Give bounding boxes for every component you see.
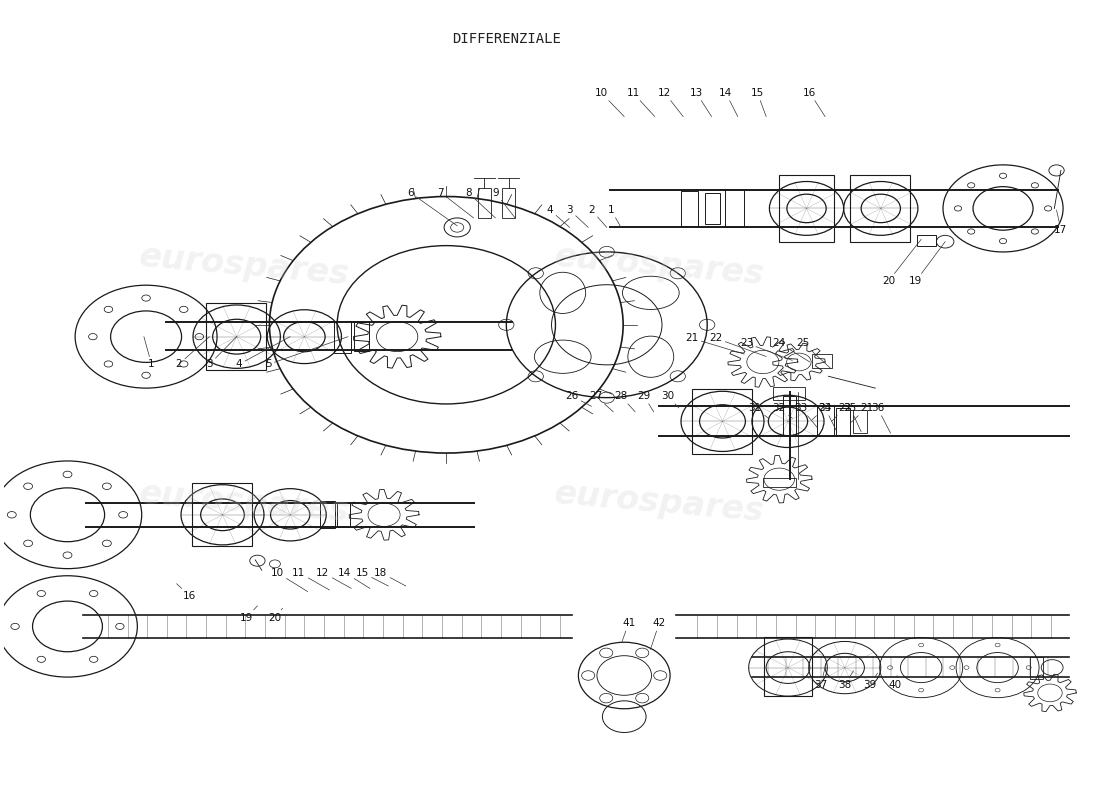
Bar	[836, 408, 850, 435]
Text: 9: 9	[492, 187, 515, 218]
Bar	[502, 188, 515, 218]
Bar	[681, 191, 698, 226]
Text: 28: 28	[614, 391, 635, 412]
Text: 11: 11	[626, 88, 654, 117]
Text: 39: 39	[864, 673, 878, 690]
Text: 1: 1	[608, 205, 622, 227]
Text: 14: 14	[338, 567, 370, 589]
Text: 12: 12	[317, 567, 351, 589]
Text: 20: 20	[268, 608, 283, 622]
Text: 10: 10	[271, 567, 308, 591]
Text: 7: 7	[438, 187, 474, 218]
Text: 17: 17	[1054, 210, 1067, 234]
Text: 6: 6	[407, 187, 458, 226]
Text: 31: 31	[749, 403, 768, 418]
Bar	[772, 387, 805, 400]
Text: DIFFERENZIALE: DIFFERENZIALE	[452, 32, 561, 46]
Text: 15: 15	[355, 567, 388, 586]
Bar	[763, 478, 795, 487]
Bar	[705, 193, 720, 224]
Text: 1: 1	[144, 337, 155, 370]
Text: 3: 3	[566, 205, 588, 227]
Bar	[477, 188, 491, 218]
Bar	[916, 235, 936, 246]
Text: 18: 18	[374, 567, 406, 586]
Text: 29: 29	[637, 391, 653, 412]
Text: 19: 19	[240, 606, 257, 622]
Bar	[779, 175, 834, 242]
Bar	[692, 389, 752, 454]
Text: 20: 20	[882, 239, 921, 286]
Bar	[320, 502, 334, 528]
Text: 38: 38	[838, 670, 854, 690]
Text: eurospares: eurospares	[552, 478, 766, 529]
Bar	[812, 354, 832, 368]
Text: 2: 2	[176, 337, 209, 370]
Bar	[725, 190, 745, 227]
Text: 2: 2	[588, 205, 607, 227]
Text: 3: 3	[206, 337, 236, 370]
Bar	[337, 503, 350, 526]
Text: 13: 13	[690, 88, 712, 117]
Text: 11: 11	[293, 567, 330, 590]
Text: 23: 23	[740, 338, 792, 361]
Text: eurospares: eurospares	[138, 478, 351, 529]
Text: 5: 5	[265, 337, 348, 370]
Bar	[764, 638, 812, 696]
Text: 4: 4	[235, 337, 290, 370]
Text: 21: 21	[685, 334, 745, 354]
Bar	[1031, 657, 1044, 678]
Text: 4: 4	[547, 205, 570, 227]
Bar	[850, 175, 911, 242]
Text: 26: 26	[565, 391, 592, 406]
Text: 40: 40	[889, 675, 902, 690]
Text: 21: 21	[851, 403, 873, 422]
Text: 33: 33	[794, 403, 817, 428]
Bar	[334, 321, 351, 353]
Text: 25: 25	[796, 338, 830, 368]
Text: 14: 14	[719, 88, 738, 117]
Bar	[854, 410, 867, 434]
Text: 42: 42	[650, 618, 666, 650]
Text: eurospares: eurospares	[552, 240, 766, 291]
Text: 36: 36	[871, 403, 891, 434]
Text: 30: 30	[661, 391, 679, 408]
Text: 41: 41	[621, 618, 635, 642]
Text: 22: 22	[832, 403, 851, 422]
Text: 19: 19	[909, 242, 945, 286]
Text: 35: 35	[844, 403, 861, 432]
Text: eurospares: eurospares	[138, 240, 351, 291]
Text: 16: 16	[177, 584, 197, 602]
Text: 37: 37	[814, 667, 827, 690]
Text: 10: 10	[595, 88, 624, 117]
Text: 8: 8	[465, 187, 495, 218]
Bar	[817, 406, 834, 437]
Text: 27: 27	[590, 391, 614, 412]
Text: 15: 15	[751, 88, 766, 117]
Bar	[191, 483, 252, 546]
Text: 23: 23	[812, 403, 832, 420]
Bar	[353, 322, 369, 351]
Text: 24: 24	[772, 338, 810, 362]
Text: 32: 32	[772, 403, 792, 418]
Text: 16: 16	[803, 88, 825, 117]
Text: 22: 22	[710, 334, 766, 357]
Text: 34: 34	[818, 403, 836, 430]
Text: 12: 12	[658, 88, 683, 117]
Bar	[782, 396, 795, 436]
Bar	[206, 303, 266, 370]
